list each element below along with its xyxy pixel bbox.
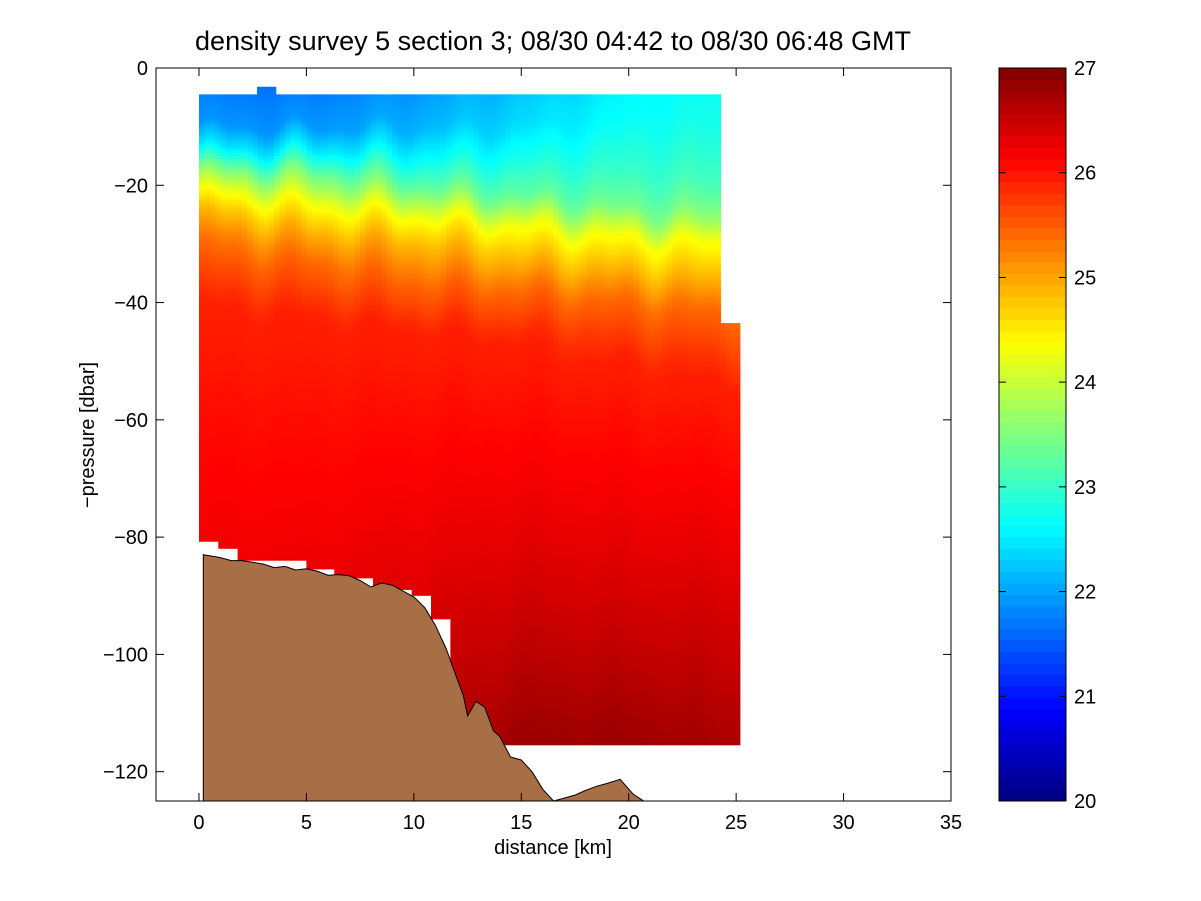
- y-tick-label: 0: [137, 58, 148, 80]
- y-tick-label: −20: [114, 175, 148, 197]
- y-tick-label: −100: [103, 644, 148, 666]
- x-tick-label: 20: [618, 812, 640, 834]
- y-tick-label: −40: [114, 293, 148, 315]
- bathymetry-seafloor: [202, 554, 645, 801]
- colorbar-tick-label: 26: [1074, 163, 1096, 185]
- x-tick-label: 0: [193, 812, 204, 834]
- x-tick-label: 10: [403, 812, 425, 834]
- x-axis-ticks: 0 5 10 15 20 25 30 35: [193, 68, 962, 834]
- x-tick-label: 25: [725, 812, 747, 834]
- y-tick-label: −120: [103, 762, 148, 784]
- y-axis-label: −pressure [dbar]: [77, 362, 99, 508]
- y-tick-label: −60: [114, 410, 148, 432]
- colorbar-tick-label: 24: [1074, 372, 1096, 394]
- chart-title: density survey 5 section 3; 08/30 04:42 …: [195, 26, 911, 56]
- colorbar-gradient: [999, 68, 1066, 801]
- colorbar-tick-label: 21: [1074, 686, 1096, 708]
- colorbar-tick-label: 25: [1074, 267, 1096, 289]
- y-tick-label: −80: [114, 527, 148, 549]
- colorbar: 20 21 22 23 24 25 26 27: [998, 58, 1096, 813]
- x-tick-label: 35: [940, 812, 962, 834]
- axes-frame: [155, 67, 952, 802]
- colorbar-ticks: 20 21 22 23 24 25 26 27: [999, 58, 1096, 813]
- x-tick-label: 5: [301, 812, 312, 834]
- x-axis-label: distance [km]: [494, 837, 612, 859]
- colorbar-tick-label: 27: [1074, 58, 1096, 80]
- plot-area: 0 5 10 15 20 25 30 35 0 −20 −40 −60 −80 −100 −120: [103, 58, 962, 834]
- colorbar-frame: [998, 67, 1067, 802]
- colorbar-tick-label: 23: [1074, 477, 1096, 499]
- colorbar-tick-label: 22: [1074, 582, 1096, 604]
- x-tick-label: 30: [832, 812, 854, 834]
- y-axis-ticks: 0 −20 −40 −60 −80 −100 −120: [103, 58, 951, 784]
- colorbar-tick-label: 20: [1074, 791, 1096, 813]
- x-tick-label: 15: [510, 812, 532, 834]
